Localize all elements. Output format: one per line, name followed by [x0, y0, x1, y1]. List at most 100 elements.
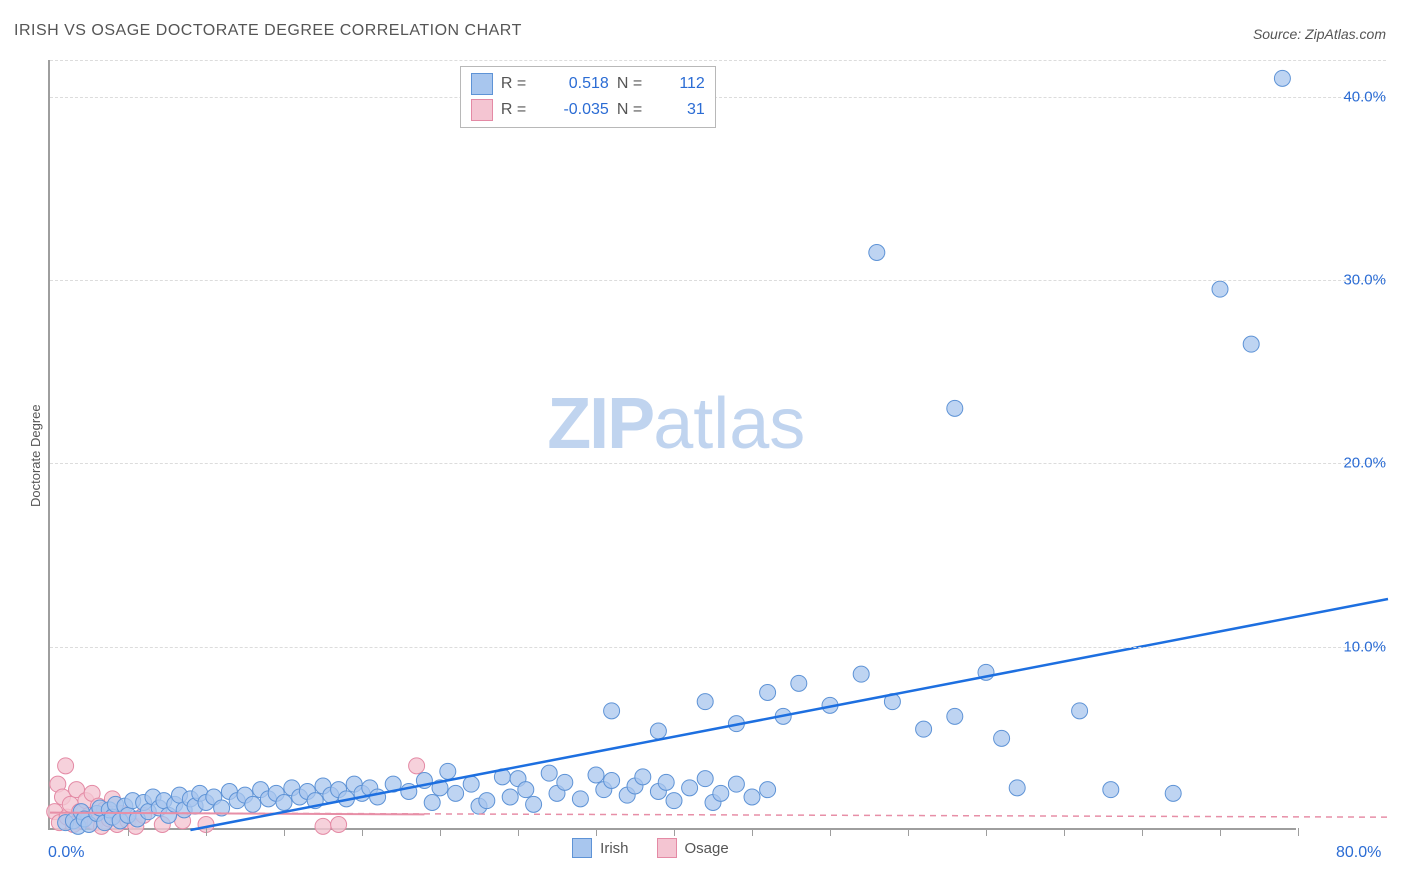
irish-point	[658, 774, 674, 790]
legend-stat-text: R =	[501, 101, 541, 119]
legend-swatch	[572, 838, 592, 858]
irish-point	[276, 795, 292, 811]
irish-point	[916, 721, 932, 737]
legend-stat-text: R =	[501, 75, 541, 93]
grid-line	[50, 97, 1386, 98]
x-tick	[1142, 828, 1143, 836]
legend-stat-text: 0.518	[549, 75, 609, 93]
irish-point	[541, 765, 557, 781]
plot-area: 10.0%20.0%30.0%40.0%	[48, 60, 1296, 830]
irish-point	[947, 708, 963, 724]
legend-stats-row: R = -0.035 N = 31	[471, 97, 705, 123]
x-tick	[1220, 828, 1221, 836]
irish-point	[635, 769, 651, 785]
osage-point	[409, 758, 425, 774]
y-tick-label: 40.0%	[1306, 88, 1386, 105]
osage-point	[331, 817, 347, 833]
legend-swatch	[657, 838, 677, 858]
irish-point	[572, 791, 588, 807]
legend-swatch	[471, 99, 493, 121]
osage-point	[315, 818, 331, 834]
irish-point	[588, 767, 604, 783]
irish-point	[1165, 785, 1181, 801]
legend-item: Irish	[572, 838, 628, 858]
x-tick	[674, 828, 675, 836]
irish-point	[869, 245, 885, 261]
irish-point	[370, 789, 386, 805]
irish-point	[666, 793, 682, 809]
irish-point	[526, 796, 542, 812]
y-tick-label: 10.0%	[1306, 638, 1386, 655]
irish-point	[697, 694, 713, 710]
irish-point	[557, 774, 573, 790]
irish-point	[479, 793, 495, 809]
irish-point	[947, 400, 963, 416]
irish-point	[713, 785, 729, 801]
irish-point	[1009, 780, 1025, 796]
y-tick-label: 30.0%	[1306, 272, 1386, 289]
x-tick	[830, 828, 831, 836]
grid-line	[50, 60, 1386, 61]
legend-stat-text: N =	[617, 101, 657, 119]
x-axis-max-label: 80.0%	[1336, 844, 1381, 862]
irish-point	[604, 703, 620, 719]
irish-point	[728, 776, 744, 792]
chart-title: IRISH VS OSAGE DOCTORATE DEGREE CORRELAT…	[14, 22, 522, 40]
x-tick	[1064, 828, 1065, 836]
irish-point	[245, 796, 261, 812]
irish-point	[1072, 703, 1088, 719]
legend-stat-text: 112	[665, 75, 705, 93]
irish-point	[463, 776, 479, 792]
irish-point	[448, 785, 464, 801]
grid-line	[50, 463, 1386, 464]
legend-swatch	[471, 73, 493, 95]
source-attribution: Source: ZipAtlas.com	[1253, 26, 1386, 42]
irish-point	[744, 789, 760, 805]
x-tick	[752, 828, 753, 836]
irish-point	[518, 782, 534, 798]
x-tick	[284, 828, 285, 836]
irish-point	[853, 666, 869, 682]
legend-label: Osage	[685, 840, 729, 857]
grid-line	[50, 647, 1386, 648]
irish-point	[502, 789, 518, 805]
plot-svg	[50, 60, 1298, 830]
irish-point	[604, 773, 620, 789]
irish-point	[760, 685, 776, 701]
irish-point	[760, 782, 776, 798]
irish-point	[440, 763, 456, 779]
irish-point	[1103, 782, 1119, 798]
x-tick	[518, 828, 519, 836]
osage-point	[58, 758, 74, 774]
x-tick	[206, 828, 207, 836]
x-tick	[986, 828, 987, 836]
legend-stats-row: R = 0.518 N = 112	[471, 71, 705, 97]
legend-label: Irish	[600, 840, 628, 857]
x-tick	[128, 828, 129, 836]
irish-regression	[190, 599, 1388, 830]
irish-point	[994, 730, 1010, 746]
irish-point	[697, 771, 713, 787]
irish-point	[1212, 281, 1228, 297]
legend-item: Osage	[657, 838, 729, 858]
chart-container: IRISH VS OSAGE DOCTORATE DEGREE CORRELAT…	[0, 0, 1406, 892]
x-axis-min-label: 0.0%	[48, 844, 84, 862]
irish-point	[682, 780, 698, 796]
correlation-legend: R = 0.518 N = 112 R = -0.035 N = 31	[460, 66, 716, 128]
y-tick-label: 20.0%	[1306, 455, 1386, 472]
irish-point	[1274, 70, 1290, 86]
x-tick	[596, 828, 597, 836]
osage-regression-dashed	[50, 813, 1388, 818]
x-tick	[362, 828, 363, 836]
legend-stat-text: 31	[665, 101, 705, 119]
legend-stat-text: -0.035	[549, 101, 609, 119]
irish-point	[791, 675, 807, 691]
x-tick	[440, 828, 441, 836]
y-axis-label: Doctorate Degree	[28, 404, 43, 507]
x-tick	[1298, 828, 1299, 836]
series-legend: Irish Osage	[572, 838, 729, 858]
grid-line	[50, 280, 1386, 281]
x-tick	[908, 828, 909, 836]
irish-point	[1243, 336, 1259, 352]
legend-stat-text: N =	[617, 75, 657, 93]
